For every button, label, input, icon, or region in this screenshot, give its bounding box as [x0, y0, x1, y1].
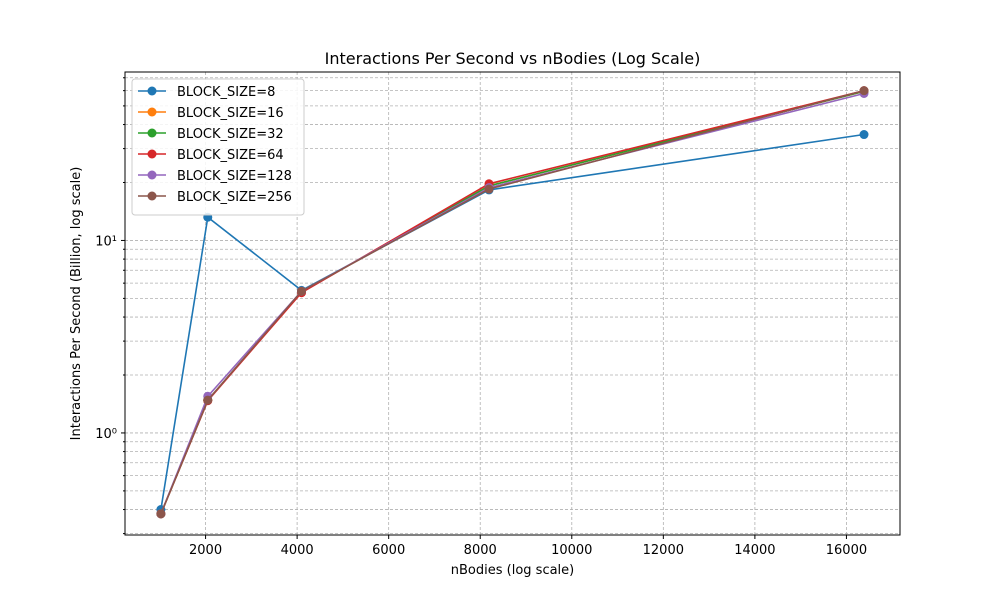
legend-item: BLOCK_SIZE=256	[138, 190, 292, 205]
x-tick-label: 10000	[551, 543, 592, 558]
legend-swatch-marker	[147, 107, 157, 117]
data-point	[859, 86, 869, 96]
legend-label: BLOCK_SIZE=256	[177, 190, 292, 205]
legend-item: BLOCK_SIZE=16	[138, 106, 284, 121]
legend-box	[131, 78, 305, 216]
legend-item: BLOCK_SIZE=128	[138, 169, 292, 184]
x-tick-label: 16000	[826, 543, 867, 558]
legend-label: BLOCK_SIZE=8	[177, 85, 275, 100]
data-point	[484, 184, 494, 194]
legend-item: BLOCK_SIZE=64	[138, 148, 284, 163]
data-point	[297, 286, 307, 296]
legend-swatch-marker	[147, 149, 157, 159]
x-tick-label: 2000	[189, 543, 222, 558]
x-tick-label: 12000	[643, 543, 684, 558]
legend-label: BLOCK_SIZE=128	[177, 169, 292, 184]
legend-item: BLOCK_SIZE=32	[138, 127, 284, 142]
plot-frame	[124, 71, 901, 536]
x-tick-label: 14000	[734, 543, 775, 558]
x-axis-label: nBodies (log scale)	[451, 563, 574, 578]
legend: BLOCK_SIZE=8 BLOCK_SIZE=16 BLOCK_SIZE=32 BL…	[131, 78, 305, 216]
legend-label: BLOCK_SIZE=64	[177, 148, 284, 163]
data-point	[859, 130, 869, 140]
x-tick-label: 8000	[464, 543, 497, 558]
legend-label: BLOCK_SIZE=32	[177, 127, 284, 142]
legend-swatch-marker	[147, 86, 157, 96]
y-tick-label: 10⁰	[95, 427, 117, 442]
chart-title: Interactions Per Second vs nBodies (Log …	[325, 49, 701, 68]
y-tick-label: 10¹	[95, 234, 117, 249]
legend-swatch-marker	[147, 170, 157, 180]
data-point	[203, 395, 213, 405]
ticks: 2000 4000 6000 8000 10000 12000 14000 16000 10⁰ 1…	[95, 77, 867, 558]
grid	[125, 72, 900, 535]
series-6	[156, 86, 869, 519]
x-tick-label: 4000	[281, 543, 314, 558]
legend-swatch-marker	[147, 128, 157, 138]
legend-label: BLOCK_SIZE=16	[177, 106, 284, 121]
series-layer	[156, 86, 869, 519]
x-tick-label: 6000	[372, 543, 405, 558]
data-point	[156, 509, 166, 519]
legend-swatch-marker	[147, 191, 157, 201]
y-axis-label: Interactions Per Second (Billion, log sc…	[69, 167, 84, 441]
legend-item: BLOCK_SIZE=8	[138, 85, 275, 100]
